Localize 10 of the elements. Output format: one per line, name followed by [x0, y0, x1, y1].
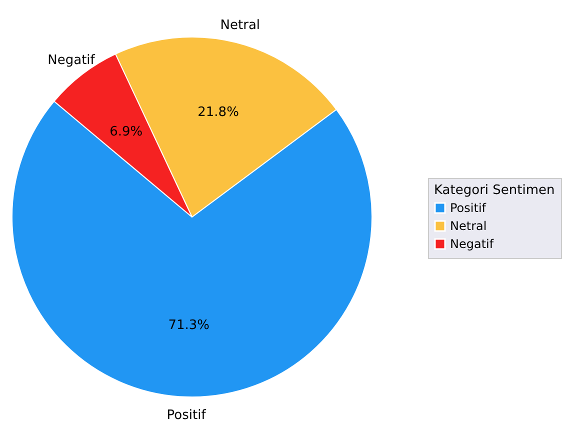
legend-title: Kategori Sentimen: [434, 183, 555, 198]
legend-label: Positif: [450, 201, 487, 215]
data-label: 6.9%: [110, 124, 143, 140]
legend-label: Negatif: [450, 237, 494, 251]
slice-label: Negatif: [48, 53, 96, 68]
legend-label: Netral: [450, 219, 487, 233]
data-label: 21.8%: [198, 105, 239, 120]
slice-label: Positif: [166, 408, 206, 423]
slice-label: Netral: [220, 18, 260, 33]
data-label: 71.3%: [168, 318, 210, 333]
